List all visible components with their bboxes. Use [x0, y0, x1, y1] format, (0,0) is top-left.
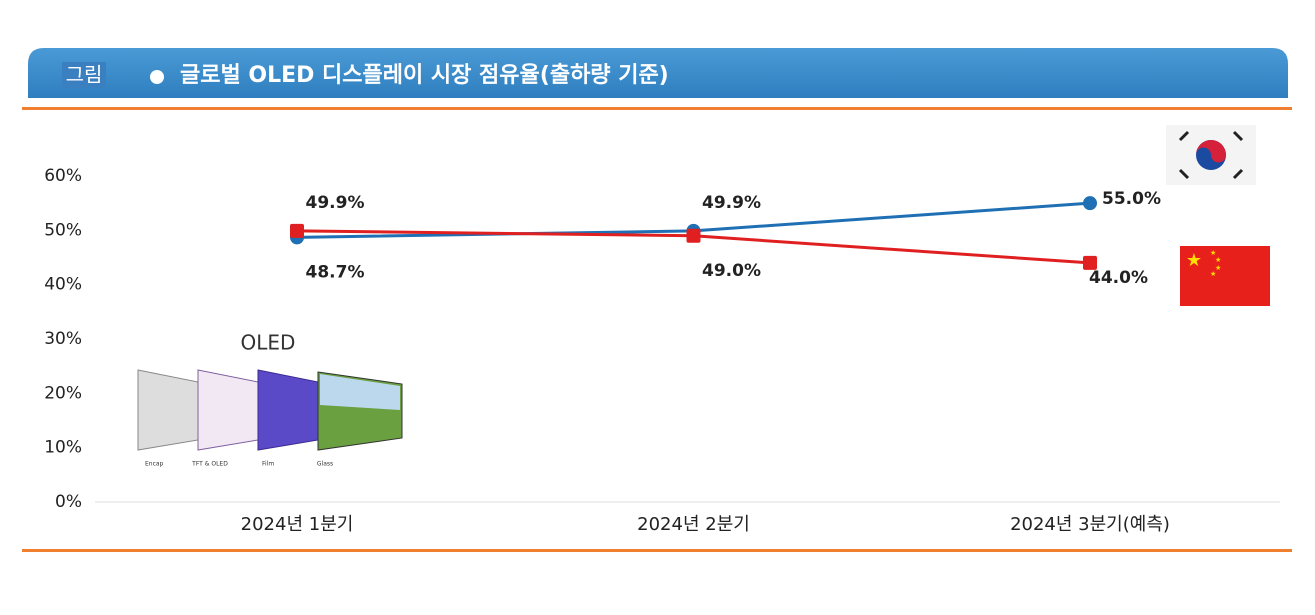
layer-label: Glass [317, 461, 333, 468]
marker [1083, 196, 1097, 211]
header-tag: 그림 [66, 63, 103, 87]
x-tick-label: 2024년 1분기 [241, 514, 354, 535]
china-flag: ★ ★★ ★★ [1180, 246, 1270, 306]
layer-label: Film [262, 461, 274, 468]
data-label: 49.9% [702, 193, 761, 213]
layer-label: TFT & OLED [191, 461, 228, 468]
korea-flag [1166, 125, 1256, 185]
header-title: 글로벌 OLED 디스플레이 시장 점유율(출하량 기준) [180, 63, 669, 88]
header-bar [28, 48, 1288, 98]
y-tick-label: 0% [55, 492, 82, 512]
y-tick-label: 60% [44, 166, 82, 186]
x-tick-label: 2024년 2분기 [637, 514, 750, 535]
tag-box [62, 62, 106, 88]
illustration-title: OLED [241, 331, 296, 355]
svg-text:★: ★ [1210, 249, 1216, 257]
y-tick-label: 10% [44, 438, 82, 458]
marker [686, 228, 701, 243]
top-rule [22, 107, 1292, 110]
data-label: 48.7% [306, 262, 365, 282]
layer-label: Encap [145, 461, 164, 468]
marker [1083, 255, 1097, 270]
y-tick-label: 50% [44, 220, 82, 240]
data-label: 55.0% [1102, 189, 1161, 209]
data-label: 49.0% [702, 261, 761, 281]
bullet [150, 70, 164, 84]
marker [290, 223, 304, 238]
svg-text:★: ★ [1215, 256, 1221, 264]
svg-text:★: ★ [1215, 264, 1221, 272]
data-label: 49.9% [306, 193, 365, 213]
oled-illustration: OLED Encap TFT & OLED Film Glass [137, 331, 403, 468]
svg-text:★: ★ [1186, 250, 1202, 271]
y-tick-label: 40% [44, 275, 82, 295]
data-label: 44.0% [1089, 268, 1148, 288]
y-tick-label: 30% [44, 329, 82, 349]
x-tick-label: 2024년 3분기(예측) [1010, 514, 1170, 535]
svg-text:★: ★ [1210, 270, 1216, 278]
y-tick-label: 20% [44, 383, 82, 403]
bottom-rule [22, 549, 1292, 552]
